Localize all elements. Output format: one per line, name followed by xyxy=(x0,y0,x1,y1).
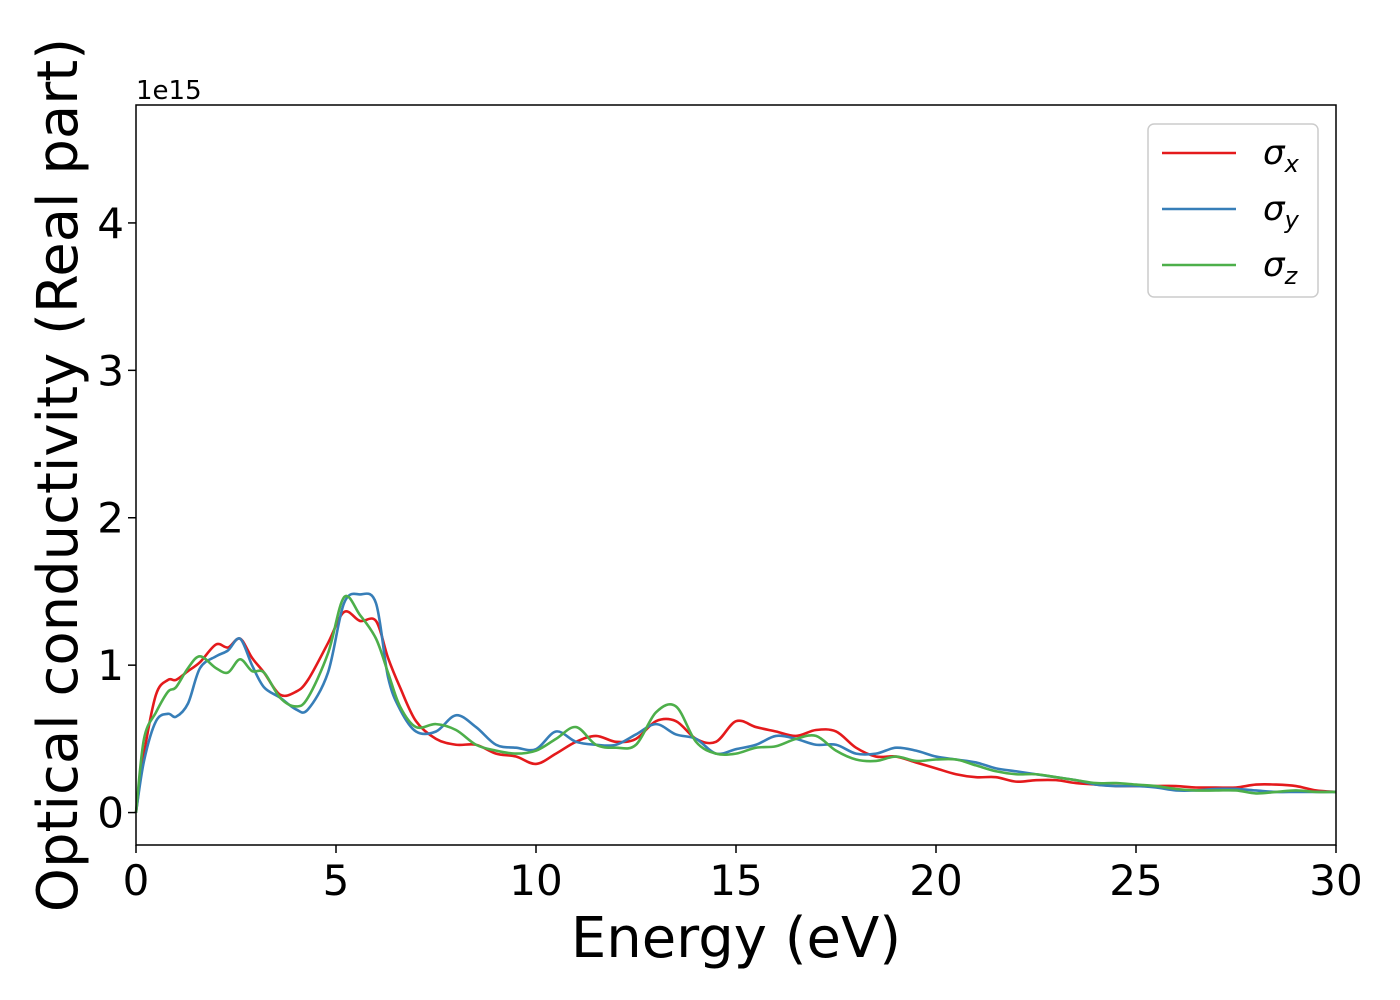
x-axis-title: Energy (eV) xyxy=(571,906,901,971)
x-tick-label: 10 xyxy=(509,856,562,905)
legend-label-sigma-y: σy xyxy=(1263,189,1300,234)
legend-box xyxy=(1147,123,1319,298)
legend: σx σy σz xyxy=(1147,123,1319,298)
series-line-sigma-z xyxy=(134,594,1337,813)
legend-label-sigma-x: σx xyxy=(1263,133,1300,178)
ticks-layer: 0 5 10 15 20 25 30 0 1 2 3 4 xyxy=(97,199,1362,905)
y-offset-label: 1e15 xyxy=(136,76,202,106)
y-tick-label: 3 xyxy=(97,346,124,395)
x-tick-label: 20 xyxy=(909,856,962,905)
x-tick-label: 30 xyxy=(1309,856,1362,905)
series-layer xyxy=(134,592,1337,813)
x-tick-label: 0 xyxy=(123,856,150,905)
x-tick-label: 5 xyxy=(323,856,350,905)
y-axis-title: Optical conductivity (Real part) xyxy=(26,38,91,912)
legend-label-sigma-z: σz xyxy=(1263,245,1299,290)
y-tick-label: 4 xyxy=(97,199,124,248)
x-tick-label: 15 xyxy=(709,856,762,905)
y-tick-label: 0 xyxy=(97,789,124,838)
y-tick-label: 2 xyxy=(97,494,124,543)
y-tick-label: 1 xyxy=(97,641,124,690)
series-line-sigma-y xyxy=(134,592,1336,813)
plot-frame xyxy=(135,104,1337,846)
x-tick-label: 25 xyxy=(1109,856,1162,905)
